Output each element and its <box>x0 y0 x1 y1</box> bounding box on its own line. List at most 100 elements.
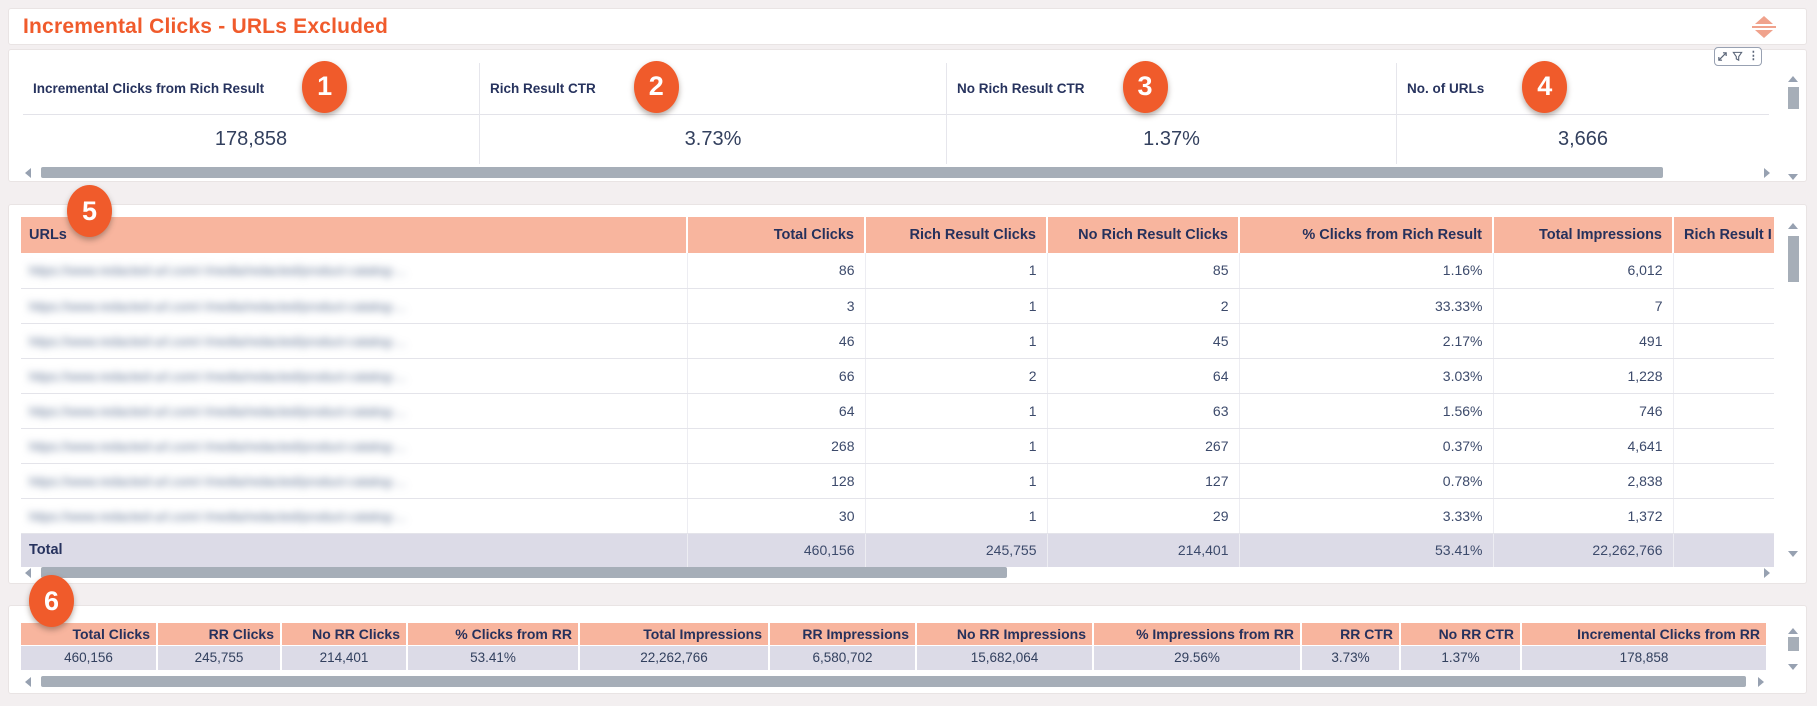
rr-impressions-cell <box>1672 428 1774 464</box>
scrollbar-thumb[interactable] <box>1788 236 1799 282</box>
pct-clicks-cell: 2.17% <box>1238 323 1493 359</box>
table-row: https://www.redacted-url.com/-/media/red… <box>21 288 1774 324</box>
filter-icon[interactable] <box>1732 51 1744 62</box>
rr-impressions-cell <box>1672 253 1774 289</box>
vertical-scrollbar[interactable] <box>1788 221 1799 557</box>
impressions-cell: 6,012 <box>1492 253 1673 289</box>
column-header-no-rich-result-clicks[interactable]: No Rich Result Clicks <box>1046 217 1239 253</box>
scorecard-grid: Incremental Clicks from Rich Result 1 17… <box>23 60 1769 164</box>
scroll-down-icon[interactable] <box>1788 551 1798 557</box>
column-header-rr-clicks[interactable]: RR Clicks <box>156 623 281 645</box>
scorecard-value: 178,858 <box>214 127 288 150</box>
column-header-total-clicks[interactable]: Total Clicks <box>21 623 157 645</box>
annotation-badge-5: 5 <box>67 185 112 237</box>
column-header-pct-clicks-from-rich-result[interactable]: % Clicks from Rich Result <box>1238 217 1493 253</box>
table-total-row: Total 460,156 245,755 214,401 53.41% 22,… <box>21 532 1774 567</box>
scroll-down-icon[interactable] <box>1788 664 1798 670</box>
url-cell[interactable]: https://www.redacted-url.com/-/media/red… <box>21 253 687 289</box>
url-cell[interactable]: https://www.redacted-url.com/-/media/red… <box>21 288 687 324</box>
rr-impressions-cell <box>1672 288 1774 324</box>
total-clicks-cell: 128 <box>686 463 865 499</box>
column-header-no-rr-impressions[interactable]: No RR Impressions <box>915 623 1093 645</box>
no-rr-clicks-cell: 29 <box>1046 498 1239 534</box>
scroll-up-icon[interactable] <box>1788 628 1798 634</box>
scroll-up-icon[interactable] <box>1788 223 1798 229</box>
expand-icon[interactable] <box>1717 51 1728 62</box>
url-cell[interactable]: https://www.redacted-url.com/-/media/red… <box>21 498 687 534</box>
no-rr-clicks-cell: 45 <box>1046 323 1239 359</box>
scroll-left-icon[interactable] <box>25 168 31 178</box>
pct-clicks-cell: 1.56% <box>1238 393 1493 429</box>
column-header-pct-clicks-from-rr[interactable]: % Clicks from RR <box>406 623 579 645</box>
resize-handle-icon[interactable] <box>1752 16 1776 38</box>
scorecard-value: 3.73% <box>684 127 742 150</box>
scorecard-label: No Rich Result CTR <box>957 81 1085 96</box>
total-label: Total <box>21 532 687 567</box>
scroll-right-icon[interactable] <box>1758 677 1764 687</box>
horizontal-scrollbar[interactable] <box>25 676 1764 687</box>
pct-clicks-cell: 0.37% <box>1238 428 1493 464</box>
no-rr-impressions-value: 15,682,064 <box>915 644 1093 670</box>
blurred-url: https://www.redacted-url.com/-/media/red… <box>29 368 407 384</box>
summary-header-row: Total Clicks RR Clicks No RR Clicks % Cl… <box>21 623 1766 645</box>
table-row: https://www.redacted-url.com/-/media/red… <box>21 393 1774 429</box>
column-header-urls[interactable]: URLs <box>21 217 687 253</box>
scrollbar-thumb[interactable] <box>41 676 1746 687</box>
rr-clicks-cell: 245,755 <box>864 532 1047 567</box>
vertical-scrollbar[interactable] <box>1788 76 1799 180</box>
rr-clicks-cell: 2 <box>864 358 1047 394</box>
scroll-down-icon[interactable] <box>1788 174 1798 180</box>
url-cell[interactable]: https://www.redacted-url.com/-/media/red… <box>21 358 687 394</box>
column-header-pct-impressions-from-rr[interactable]: % Impressions from RR <box>1092 623 1301 645</box>
total-clicks-cell: 268 <box>686 428 865 464</box>
scrollbar-thumb[interactable] <box>1788 637 1799 651</box>
scroll-left-icon[interactable] <box>25 568 31 578</box>
summary-values-row: 460,156 245,755 214,401 53.41% 22,262,76… <box>21 644 1766 670</box>
chart-toolbar: ⋮ <box>1714 47 1762 66</box>
table-row: https://www.redacted-url.com/-/media/red… <box>21 498 1774 534</box>
scroll-right-icon[interactable] <box>1764 168 1770 178</box>
table-row: https://www.redacted-url.com/-/media/red… <box>21 428 1774 464</box>
table-row: https://www.redacted-url.com/-/media/red… <box>21 463 1774 499</box>
no-rr-clicks-cell: 63 <box>1046 393 1239 429</box>
url-cell[interactable]: https://www.redacted-url.com/-/media/red… <box>21 463 687 499</box>
total-clicks-cell: 64 <box>686 393 865 429</box>
impressions-cell: 4,641 <box>1492 428 1673 464</box>
vertical-scrollbar[interactable] <box>1788 628 1799 670</box>
column-header-no-rr-clicks[interactable]: No RR Clicks <box>280 623 407 645</box>
scrollbar-thumb[interactable] <box>1788 87 1799 109</box>
url-cell[interactable]: https://www.redacted-url.com/-/media/red… <box>21 393 687 429</box>
horizontal-scrollbar[interactable] <box>25 167 1770 178</box>
column-header-total-impressions[interactable]: Total Impressions <box>578 623 769 645</box>
column-header-total-clicks[interactable]: Total Clicks <box>686 217 865 253</box>
no-rr-clicks-cell: 85 <box>1046 253 1239 289</box>
no-rr-clicks-cell: 64 <box>1046 358 1239 394</box>
rr-clicks-cell: 1 <box>864 288 1047 324</box>
annotation-badge-4: 4 <box>1522 60 1568 113</box>
column-header-rr-impressions[interactable]: RR Impressions <box>768 623 916 645</box>
column-header-total-impressions[interactable]: Total Impressions <box>1492 217 1673 253</box>
total-clicks-cell: 86 <box>686 253 865 289</box>
scroll-up-icon[interactable] <box>1788 76 1798 82</box>
scroll-right-icon[interactable] <box>1764 568 1770 578</box>
blurred-url: https://www.redacted-url.com/-/media/red… <box>29 438 407 454</box>
column-header-rich-result-clicks[interactable]: Rich Result Clicks <box>864 217 1047 253</box>
scrollbar-thumb[interactable] <box>41 167 1663 178</box>
pct-clicks-from-rr-value: 53.41% <box>406 644 579 670</box>
scrollbar-thumb[interactable] <box>41 567 1007 578</box>
rr-clicks-cell: 1 <box>864 323 1047 359</box>
rr-clicks-cell: 1 <box>864 498 1047 534</box>
horizontal-scrollbar[interactable] <box>25 567 1770 578</box>
column-header-rich-result-impressions[interactable]: Rich Result I <box>1672 217 1774 253</box>
rr-impressions-cell <box>1672 323 1774 359</box>
table-row: https://www.redacted-url.com/-/media/red… <box>21 323 1774 359</box>
more-options-icon[interactable]: ⋮ <box>1747 50 1759 62</box>
annotation-badge-1: 1 <box>302 60 348 113</box>
pct-clicks-cell: 3.33% <box>1238 498 1493 534</box>
url-cell[interactable]: https://www.redacted-url.com/-/media/red… <box>21 323 687 359</box>
column-header-no-rr-ctr[interactable]: No RR CTR <box>1399 623 1521 645</box>
url-cell[interactable]: https://www.redacted-url.com/-/media/red… <box>21 428 687 464</box>
column-header-incremental-clicks-from-rr[interactable]: Incremental Clicks from RR <box>1520 623 1766 645</box>
scroll-left-icon[interactable] <box>25 677 31 687</box>
column-header-rr-ctr[interactable]: RR CTR <box>1300 623 1400 645</box>
